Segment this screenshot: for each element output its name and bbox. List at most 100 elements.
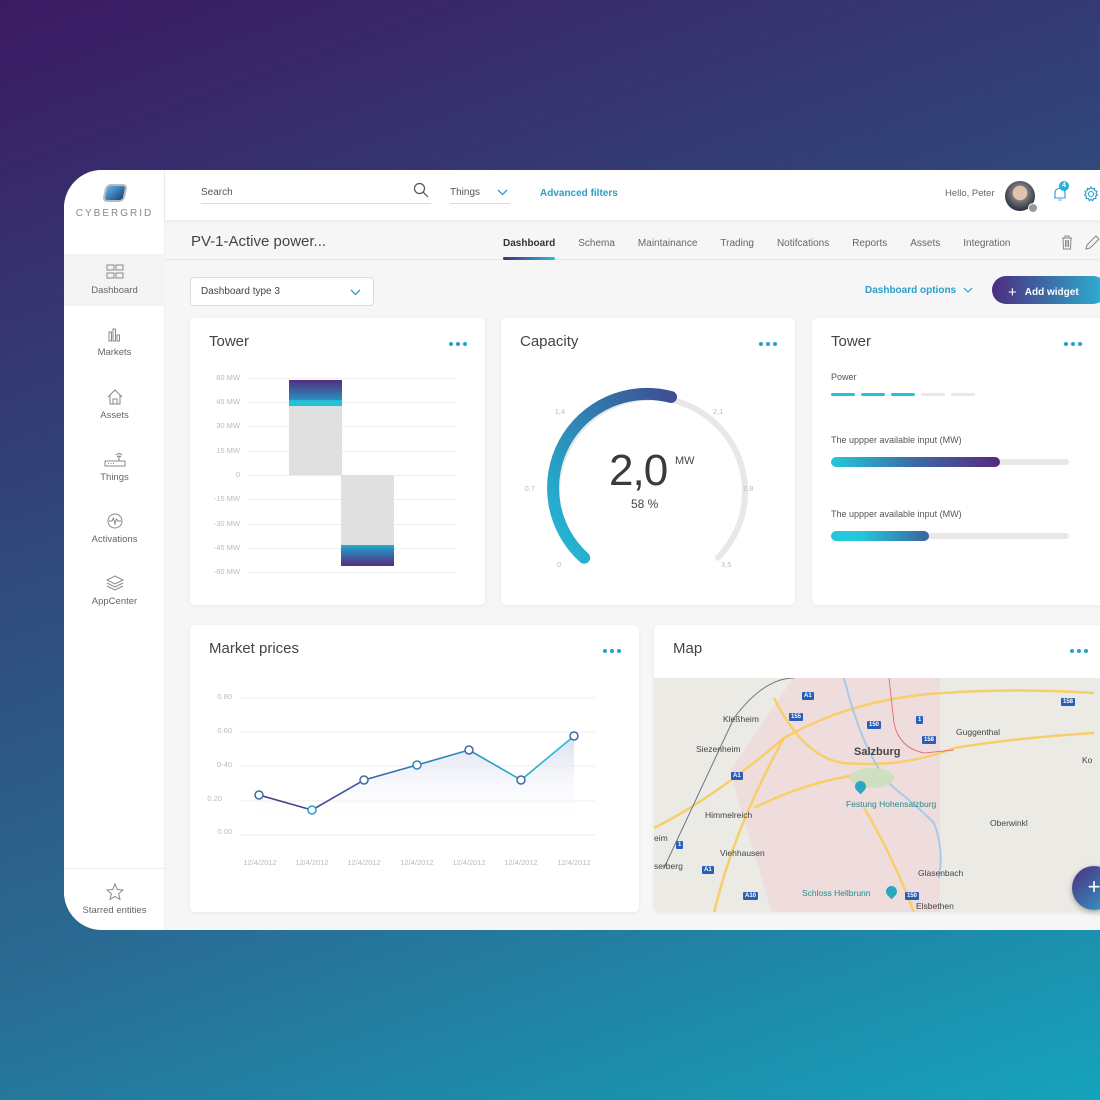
tab-schema[interactable]: Schema (578, 238, 615, 249)
y-tick: -30 MW (213, 519, 240, 528)
map-roads (654, 678, 1094, 912)
map-label-poi[interactable]: Schloss Hellbrunn (802, 888, 871, 898)
gear-icon[interactable] (1083, 186, 1099, 202)
sidebar-item-dashboard[interactable]: Dashboard (64, 254, 165, 306)
router-icon (104, 453, 125, 467)
chevron-down-icon (963, 287, 973, 294)
gauge-tick: 2,8 (743, 484, 754, 493)
dashboard-options-button[interactable]: Dashboard options (865, 285, 973, 296)
map-label-poi[interactable]: Festung Hohensalzburg (846, 799, 937, 809)
widget-menu-button[interactable] (759, 342, 777, 346)
sidebar-item-things[interactable]: Things (64, 436, 165, 498)
dashboard-type-select[interactable]: Dashboard type 3 (190, 277, 374, 306)
road-shield: 158 (922, 736, 937, 744)
x-tick: 12/4/2012 (504, 858, 538, 867)
dashboard-grid-icon (106, 264, 123, 279)
road-shield: 1 (676, 841, 684, 849)
map-label: Ko (1082, 755, 1093, 765)
road-shield: 155 (789, 713, 804, 721)
map-label: Kleßheim (723, 714, 759, 724)
y-tick: -60 MW (213, 567, 240, 576)
tab-maintainance[interactable]: Maintainance (637, 238, 698, 249)
widget-menu-button[interactable] (1070, 649, 1088, 653)
tab-dashboard[interactable]: Dashboard (503, 220, 556, 260)
widget-title: Market prices (209, 640, 300, 657)
bar-chart-icon (108, 328, 120, 342)
widget-menu-button[interactable] (1064, 342, 1082, 346)
road-shield: A1 (731, 772, 743, 780)
notification-badge: 4 (1059, 181, 1069, 191)
sidebar-item-activations[interactable]: Activations (64, 498, 165, 560)
gauge-unit: MW (675, 455, 695, 467)
gauge-tick: 3,5 (721, 560, 732, 569)
things-select[interactable]: Things (450, 182, 510, 204)
floating-add-button[interactable]: + (1072, 866, 1100, 910)
sidebar-item-assets[interactable]: Assets (64, 374, 165, 436)
gauge-value: 2,0 (609, 446, 668, 495)
brand-name: CYBERGRID (75, 208, 154, 219)
tab-assets[interactable]: Assets (910, 238, 941, 249)
add-widget-button[interactable]: + Add widget (992, 276, 1100, 304)
widget-capacity-gauge: Capacity 0 0,7 1,4 2,1 2,8 3,5 2,0 MW 58… (501, 318, 795, 605)
search-input[interactable]: Search (201, 182, 431, 204)
widget-tower-chart: Tower 60 MW 45 MW 30 MW 15 MW 0 -15 MW -… (190, 318, 485, 605)
tab-integration[interactable]: Integration (963, 238, 1011, 249)
road-shield: 1 (916, 716, 924, 724)
capacity-gauge (547, 387, 748, 564)
road-shield: A1 (702, 866, 714, 874)
chevron-down-icon (497, 189, 508, 196)
tab-notifications[interactable]: Notifcations (776, 238, 830, 249)
sidebar-nav: Dashboard Markets Assets Things Activati… (64, 254, 165, 622)
page-header: PV-1-Active power... Dashboard Schema Ma… (165, 220, 1100, 260)
top-bar: Search Things Advanced filters Hello, Pe… (165, 170, 1100, 220)
tab-bar: Dashboard Schema Maintainance Trading No… (503, 220, 1034, 260)
pencil-icon[interactable] (1085, 235, 1100, 250)
road-shield: A10 (743, 892, 759, 900)
map-label-city: Salzburg (854, 746, 901, 758)
user-greeting: Hello, Peter (945, 188, 995, 199)
trash-icon[interactable] (1061, 235, 1073, 250)
map-label: Elsbethen (916, 901, 954, 911)
house-icon (107, 389, 122, 405)
market-prices-line-chart (239, 697, 595, 836)
tab-reports[interactable]: Reports (852, 238, 888, 249)
sidebar-item-appcenter[interactable]: AppCenter (64, 560, 165, 622)
y-tick: 30 MW (216, 421, 240, 430)
x-tick: 12/4/2012 (243, 858, 277, 867)
progress-label: The uppper available input (MW) (831, 435, 962, 445)
sidebar-item-markets[interactable]: Markets (64, 312, 165, 374)
page-title: PV-1-Active power... (191, 233, 327, 250)
y-tick: 0.00 (217, 827, 232, 836)
widget-tower-progress: Tower Power The uppper available input (… (812, 318, 1100, 605)
y-tick: -15 MW (213, 494, 240, 503)
map-label: Himmelreich (705, 810, 753, 820)
widget-menu-button[interactable] (449, 342, 467, 346)
y-tick: 0.20 (207, 794, 222, 803)
sidebar-item-starred[interactable]: Starred entities (64, 868, 165, 930)
y-tick: 0-40 (216, 760, 232, 769)
x-tick: 12/4/2012 (452, 858, 486, 867)
tab-trading[interactable]: Trading (720, 238, 754, 249)
y-tick: 0.60 (217, 726, 232, 735)
power-label: Power (831, 372, 857, 382)
map-label: Oberwinkl (990, 818, 1028, 828)
map-view[interactable]: Kleßheim Siezenheim Salzburg Guggenthal … (654, 678, 1100, 912)
avatar-dropdown-icon[interactable] (1028, 203, 1038, 213)
gauge-tick: 0 (556, 560, 561, 569)
advanced-filters-link[interactable]: Advanced filters (540, 188, 618, 199)
y-tick: -45 MW (213, 543, 240, 552)
progress-label: The uppper available input (MW) (831, 509, 962, 519)
widget-map: Map Kleßheim Siezenheim Salzburg Gug (654, 625, 1100, 912)
road-shield: 150 (905, 892, 920, 900)
x-tick: 12/4/2012 (295, 858, 329, 867)
sidebar-item-label: Markets (97, 347, 132, 358)
x-tick: 12/4/2012 (557, 858, 591, 867)
gauge-tick: 0,7 (524, 484, 535, 493)
widget-title: Map (673, 640, 703, 657)
brand-logo[interactable]: CYBERGRID (64, 184, 165, 219)
user-avatar[interactable] (1005, 181, 1038, 213)
widget-menu-button[interactable] (603, 649, 621, 653)
search-icon[interactable] (413, 182, 429, 198)
sidebar-item-label: Activations (91, 534, 138, 545)
app-window: CYBERGRID Dashboard Markets Assets Thing… (64, 170, 1100, 930)
